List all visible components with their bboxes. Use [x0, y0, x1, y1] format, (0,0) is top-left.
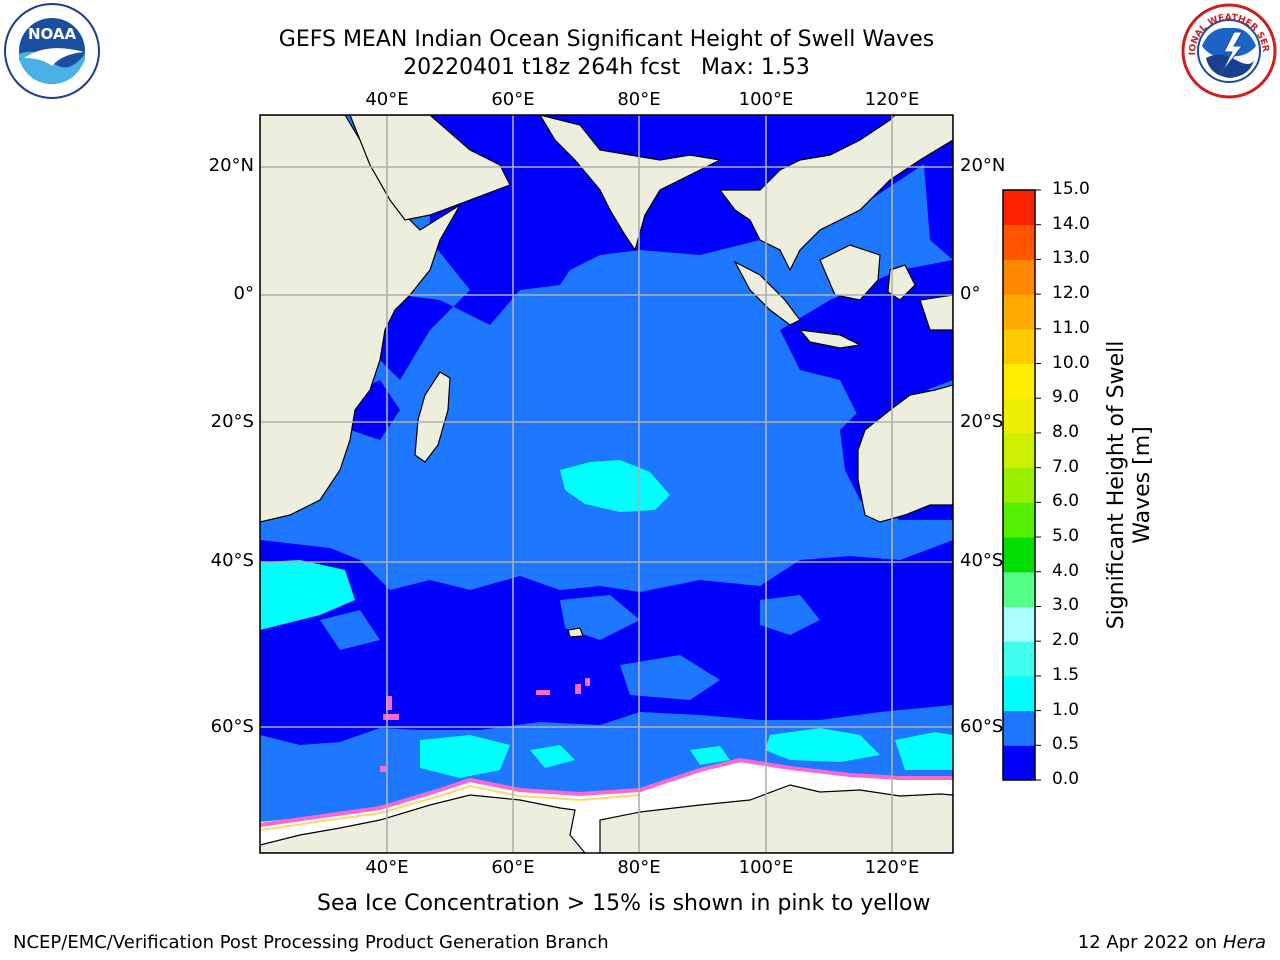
colorbar-label-line2: Waves [m]	[1130, 426, 1155, 544]
plot-title: GEFS MEAN Indian Ocean Significant Heigh…	[278, 27, 935, 52]
colorbar-tick-label: 7.0	[1052, 456, 1080, 477]
lat-label-right: 20°S	[960, 411, 1004, 432]
lat-label-left: 20°N	[208, 155, 254, 176]
colorbar-swatch	[1003, 398, 1035, 434]
colorbar-swatch	[1003, 675, 1035, 712]
lon-label-top: 120°E	[864, 89, 920, 110]
footer-credit: NCEP/EMC/Verification Post Processing Pr…	[13, 932, 609, 953]
lat-label-right: 40°S	[960, 550, 1004, 571]
svg-text:NOAA: NOAA	[28, 25, 77, 43]
colorbar-tick-label: 3.0	[1052, 595, 1080, 616]
lon-label-bottom: 60°E	[491, 857, 535, 878]
colorbar-swatch	[1003, 259, 1035, 295]
colorbar-swatch	[1003, 328, 1035, 365]
lat-label-left: 20°S	[210, 411, 254, 432]
lat-label-right: 60°S	[960, 716, 1004, 737]
colorbar-swatch	[1003, 190, 1035, 226]
lat-label-left: 60°S	[210, 716, 254, 737]
colorbar-tick-label: 9.0	[1052, 387, 1080, 408]
colorbar-tick-label: 6.0	[1052, 491, 1080, 512]
lon-label-bottom: 120°E	[864, 857, 920, 878]
map-gridlines	[260, 115, 953, 853]
colorbar-swatch	[1003, 432, 1035, 469]
colorbar-tick-label: 2.0	[1052, 630, 1080, 651]
colorbar-tick-label: 13.0	[1052, 248, 1090, 269]
colorbar-label-line1: Significant Height of Swell	[1104, 340, 1129, 630]
colorbar-tick-label: 11.0	[1052, 317, 1090, 338]
lon-label-top: 60°E	[491, 89, 535, 110]
colorbar-swatch	[1003, 294, 1035, 330]
sea-ice-caption: Sea Ice Concentration > 15% is shown in …	[317, 891, 931, 916]
colorbar-tick-label: 8.0	[1052, 421, 1080, 442]
colorbar-ticks: 0.0 0.5 1.0 1.5 2.0 3.0 4.0 5.0 6.0 7.0 8.0 9.0 10.0…	[1052, 0, 1112, 960]
lat-label-left: 0°	[233, 283, 254, 304]
colorbar-tick-label: 1.5	[1052, 664, 1080, 685]
colorbar-tick-label: 14.0	[1052, 213, 1090, 234]
colorbar-tick-label: 12.0	[1052, 283, 1090, 304]
footer-date: 12 Apr 2022 on Hera	[1078, 932, 1266, 953]
lat-label-right: 0°	[960, 283, 981, 304]
footer-machine: Hera	[1222, 932, 1266, 953]
footer-date-text: 12 Apr 2022 on	[1077, 932, 1223, 953]
colorbar-frame	[1002, 189, 1036, 781]
land	[260, 115, 953, 853]
colorbar-swatch	[1003, 363, 1035, 399]
colorbar-tick-label: 4.0	[1052, 560, 1080, 581]
lat-label-right: 20°N	[960, 155, 1006, 176]
lon-label-top: 40°E	[365, 89, 409, 110]
colorbar-swatch	[1003, 537, 1035, 573]
lat-label-left: 40°S	[210, 550, 254, 571]
lon-label-bottom: 40°E	[365, 857, 409, 878]
colorbar-swatch	[1003, 745, 1035, 781]
colorbar-swatch	[1003, 571, 1035, 607]
high-swell-patches	[260, 460, 953, 778]
lon-label-bottom: 80°E	[617, 857, 661, 878]
plot-subtitle: 20220401 t18z 264h fcst Max: 1.53	[403, 55, 810, 80]
sea-ice-edge	[260, 757, 953, 827]
lon-label-top: 80°E	[617, 89, 661, 110]
moderate-swell-patches	[320, 595, 820, 700]
colorbar-swatch	[1003, 641, 1035, 677]
colorbar-tick-label: 0.5	[1052, 734, 1080, 755]
lon-label-top: 100°E	[738, 89, 794, 110]
sea-ice-patches	[380, 678, 590, 772]
colorbar-tick-label: 0.0	[1052, 769, 1080, 789]
sea-ice-edge-yellow	[260, 784, 641, 831]
noaa-logo: NOAA	[2, 2, 102, 100]
colorbar-swatch	[1003, 606, 1035, 642]
colorbar-swatch	[1003, 710, 1035, 746]
colorbar-tick-label: 10.0	[1052, 352, 1090, 373]
colorbar-tick-label: 15.0	[1052, 179, 1090, 199]
colorbar-tick-label: 5.0	[1052, 526, 1080, 547]
colorbar	[1002, 189, 1041, 781]
map-frame	[259, 114, 954, 854]
colorbar-swatch	[1003, 467, 1035, 503]
lon-label-bottom: 100°E	[738, 857, 794, 878]
colorbar-tick-label: 1.0	[1052, 699, 1080, 720]
nws-logo: NATIONAL WEATHER SERVICE	[1176, 0, 1278, 100]
colorbar-swatch	[1003, 502, 1035, 538]
colorbar-swatch	[1003, 224, 1035, 260]
